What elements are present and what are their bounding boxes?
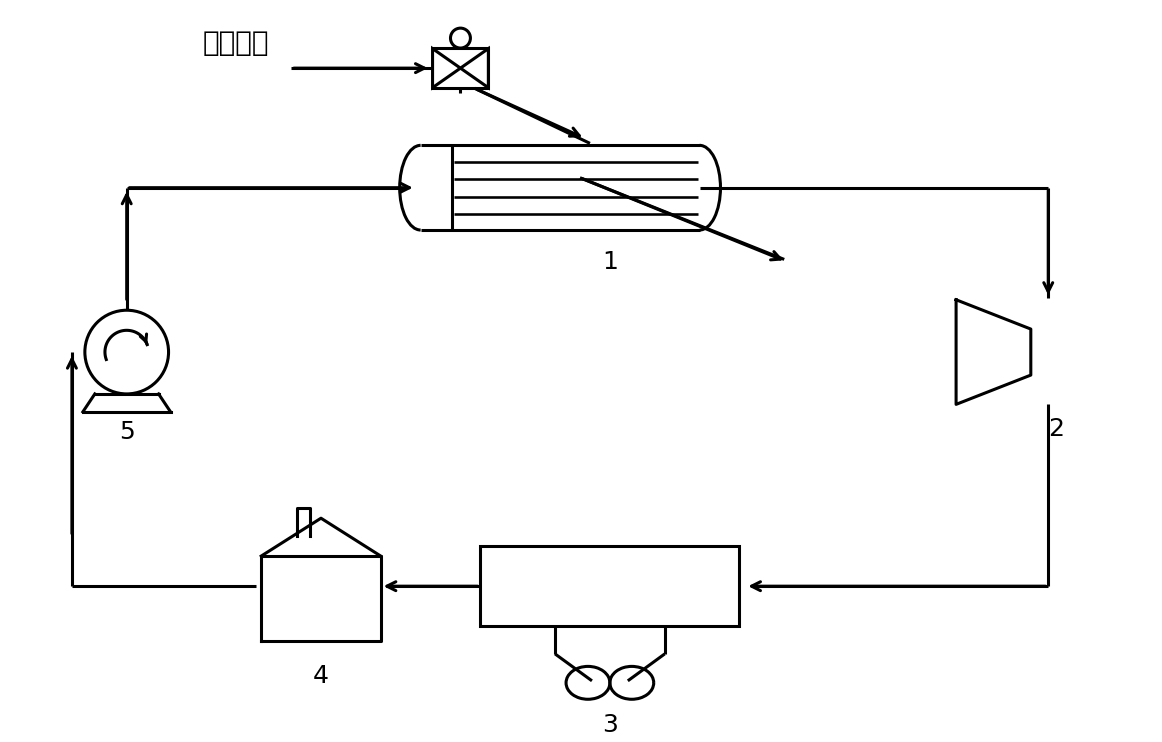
Text: 4: 4: [313, 664, 329, 688]
Polygon shape: [460, 49, 488, 88]
Circle shape: [451, 28, 471, 48]
Bar: [480, 546, 739, 626]
Text: 5: 5: [119, 420, 135, 444]
Text: 1: 1: [602, 250, 618, 274]
Circle shape: [85, 310, 168, 394]
Text: 3: 3: [602, 712, 618, 737]
Text: 2: 2: [1048, 417, 1063, 441]
Bar: [432, 48, 488, 88]
Polygon shape: [432, 49, 460, 88]
Text: 尾气余热: 尾气余热: [203, 29, 270, 57]
